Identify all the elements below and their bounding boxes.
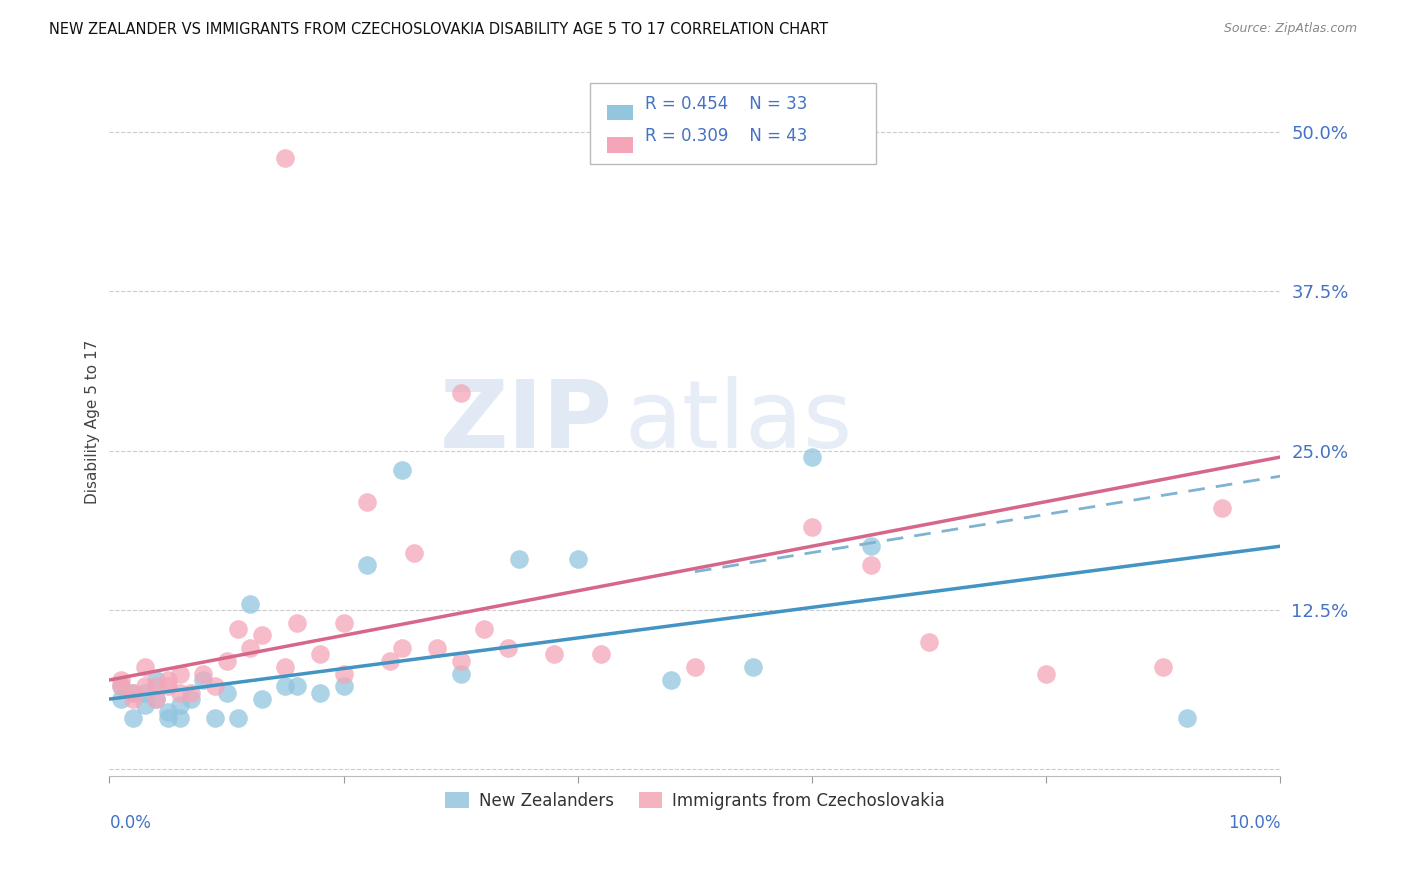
Text: Source: ZipAtlas.com: Source: ZipAtlas.com <box>1223 22 1357 36</box>
Point <box>285 615 308 630</box>
Point <box>110 679 132 693</box>
Point <box>134 660 156 674</box>
Point <box>508 552 530 566</box>
Point <box>122 686 145 700</box>
Point <box>391 463 413 477</box>
Point <box>156 705 179 719</box>
Text: R = 0.309    N = 43: R = 0.309 N = 43 <box>644 127 807 145</box>
Point <box>156 711 179 725</box>
Text: 10.0%: 10.0% <box>1227 814 1281 832</box>
FancyBboxPatch shape <box>589 83 876 164</box>
Point <box>110 692 132 706</box>
Y-axis label: Disability Age 5 to 17: Disability Age 5 to 17 <box>86 340 100 504</box>
Point <box>134 698 156 713</box>
Point <box>122 686 145 700</box>
Point <box>169 698 191 713</box>
Point <box>380 654 402 668</box>
Text: atlas: atlas <box>624 376 853 468</box>
Point <box>801 450 824 464</box>
Point <box>1152 660 1174 674</box>
Point <box>1035 666 1057 681</box>
Point <box>226 711 249 725</box>
Point <box>239 641 262 656</box>
Point <box>239 597 262 611</box>
Point <box>661 673 683 687</box>
Point <box>122 692 145 706</box>
Point <box>250 628 273 642</box>
FancyBboxPatch shape <box>607 137 633 153</box>
Point <box>274 660 297 674</box>
Point <box>110 679 132 693</box>
Point <box>226 622 249 636</box>
Point <box>169 686 191 700</box>
Point <box>450 654 472 668</box>
Point <box>402 545 425 559</box>
Legend: New Zealanders, Immigrants from Czechoslovakia: New Zealanders, Immigrants from Czechosl… <box>439 785 952 817</box>
Point <box>134 679 156 693</box>
Point <box>191 673 214 687</box>
FancyBboxPatch shape <box>607 104 633 120</box>
Point <box>742 660 765 674</box>
Text: NEW ZEALANDER VS IMMIGRANTS FROM CZECHOSLOVAKIA DISABILITY AGE 5 TO 17 CORRELATI: NEW ZEALANDER VS IMMIGRANTS FROM CZECHOS… <box>49 22 828 37</box>
Point <box>543 648 565 662</box>
Point <box>285 679 308 693</box>
Point <box>309 686 332 700</box>
Point <box>450 386 472 401</box>
Point <box>145 673 167 687</box>
Point <box>204 711 226 725</box>
Text: 0.0%: 0.0% <box>110 814 152 832</box>
Point <box>215 654 238 668</box>
Point <box>156 679 179 693</box>
Point <box>332 615 354 630</box>
Point <box>134 686 156 700</box>
Point <box>274 679 297 693</box>
Text: R = 0.454    N = 33: R = 0.454 N = 33 <box>644 95 807 113</box>
Point <box>450 666 472 681</box>
Point <box>426 641 449 656</box>
Point <box>567 552 589 566</box>
Point <box>801 520 824 534</box>
Text: ZIP: ZIP <box>440 376 613 468</box>
Point <box>1175 711 1198 725</box>
Point <box>274 151 297 165</box>
Point <box>496 641 519 656</box>
Point <box>332 679 354 693</box>
Point <box>332 666 354 681</box>
Point <box>1211 501 1233 516</box>
Point <box>110 673 132 687</box>
Point <box>859 558 882 573</box>
Point <box>356 558 378 573</box>
Point <box>145 679 167 693</box>
Point <box>169 666 191 681</box>
Point <box>309 648 332 662</box>
Point <box>250 692 273 706</box>
Point <box>122 711 145 725</box>
Point <box>356 494 378 508</box>
Point <box>145 692 167 706</box>
Point <box>180 692 202 706</box>
Point <box>145 692 167 706</box>
Point <box>156 673 179 687</box>
Point <box>204 679 226 693</box>
Point <box>918 634 941 648</box>
Point <box>591 648 613 662</box>
Point <box>859 539 882 553</box>
Point <box>191 666 214 681</box>
Point <box>683 660 706 674</box>
Point <box>169 711 191 725</box>
Point <box>472 622 495 636</box>
Point <box>391 641 413 656</box>
Point <box>215 686 238 700</box>
Point <box>180 686 202 700</box>
